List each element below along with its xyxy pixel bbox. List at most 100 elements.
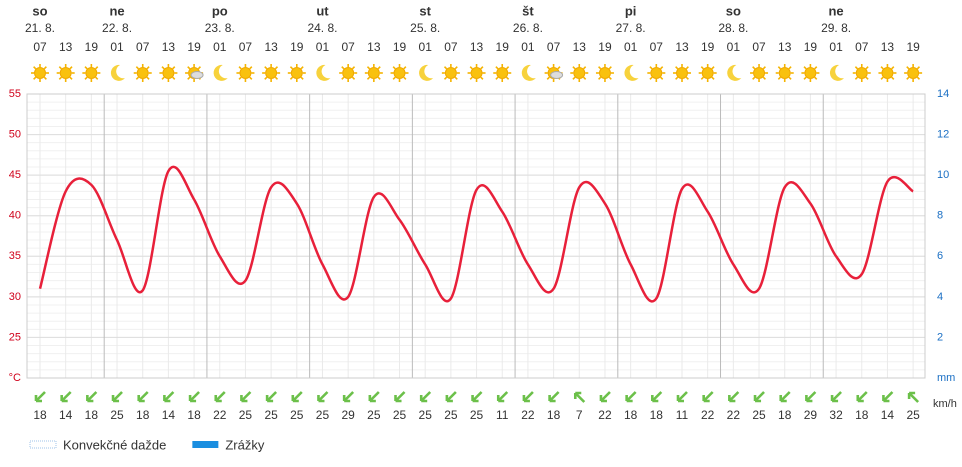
sun-ray — [366, 66, 371, 70]
day-name: ne — [828, 3, 843, 18]
wind-arrow — [779, 391, 791, 403]
weather-icon — [904, 64, 923, 82]
wind-speed: 14 — [59, 408, 73, 422]
wind-speed: 25 — [393, 408, 407, 422]
sun-ray — [480, 76, 484, 80]
sun-ray — [351, 66, 356, 70]
moon — [213, 64, 228, 81]
sun — [290, 67, 303, 79]
y-tick-label: 35 — [9, 250, 21, 262]
sun-ray — [582, 76, 587, 80]
sun-ray — [197, 66, 202, 70]
plot-frame — [26, 93, 926, 379]
sun — [496, 67, 509, 79]
sun-ray — [289, 66, 294, 70]
sun-ray — [572, 76, 576, 80]
day-date: 26. 8. — [513, 21, 543, 35]
sun-ray — [161, 76, 165, 80]
wind-arrow — [163, 391, 175, 403]
sun-ray — [392, 76, 396, 80]
sun — [676, 67, 688, 79]
y2-tick-label: 8 — [937, 210, 943, 222]
sun-ray — [443, 76, 448, 80]
wind-speed: 22 — [701, 408, 715, 422]
sun-ray — [289, 76, 294, 80]
sun-ray — [788, 66, 792, 70]
wind-arrow — [496, 391, 509, 403]
sun-ray — [906, 76, 910, 80]
sun-ray — [264, 76, 268, 80]
wind-arrow — [111, 391, 123, 403]
wind-arrow — [907, 391, 920, 403]
hour-label: 19 — [804, 40, 818, 54]
y-tick-label: 45 — [9, 169, 21, 181]
sun-ray — [685, 76, 689, 80]
weather-icon — [262, 64, 281, 82]
sun-ray — [865, 66, 869, 70]
sun-ray — [495, 76, 499, 80]
hour-label: 13 — [264, 40, 278, 54]
weather-icon — [647, 64, 666, 82]
sun-ray — [762, 76, 766, 80]
sun — [367, 67, 380, 79]
weather-icon — [31, 64, 49, 82]
legend-swatch — [192, 441, 219, 448]
wind-arrow — [86, 391, 98, 403]
hour-label: 13 — [367, 40, 381, 54]
y2-tick-label: mm — [937, 372, 955, 384]
wind-arrow — [137, 391, 149, 403]
wind-arrow — [342, 391, 355, 403]
hour-label: 13 — [675, 40, 689, 54]
weather-icon — [750, 64, 769, 82]
weather-icon — [698, 64, 717, 82]
wind-arrow — [445, 391, 457, 403]
wind-arrow — [548, 391, 560, 403]
sun — [881, 67, 894, 79]
day-date: 27. 8. — [616, 21, 646, 35]
sun-ray — [187, 76, 191, 80]
y-tick-label: 55 — [9, 88, 21, 100]
weather-icon — [775, 64, 794, 82]
day-date: 28. 8. — [718, 21, 748, 35]
sun-ray — [854, 66, 859, 70]
wind-arrow — [728, 391, 740, 403]
wind-arrow — [522, 391, 534, 403]
sun-ray — [443, 66, 448, 70]
wind-speed: 11 — [496, 408, 509, 422]
sun-ray — [803, 76, 807, 80]
sun-ray — [880, 66, 884, 70]
wind-speed: 29 — [341, 408, 355, 422]
moon — [316, 64, 331, 81]
day-date: 22. 8. — [102, 21, 132, 35]
day-name: so — [726, 3, 741, 18]
hour-label: 01 — [521, 40, 535, 54]
hour-label: 07 — [547, 40, 561, 54]
sun-ray — [187, 66, 191, 70]
sun — [265, 67, 278, 79]
weather-icon — [521, 64, 536, 81]
sun-ray — [135, 76, 140, 80]
weather-icon — [133, 64, 152, 82]
day-name: st — [419, 3, 431, 18]
sun-ray — [752, 66, 756, 70]
wind-speed: 18 — [136, 408, 150, 422]
hour-label: 07 — [855, 40, 869, 54]
sun — [34, 67, 46, 79]
weather-icon — [852, 64, 871, 82]
sun-ray — [95, 66, 99, 70]
hour-label: 13 — [470, 40, 484, 54]
hour-label: 19 — [598, 40, 612, 54]
day-name: št — [522, 3, 534, 18]
wind-speed: 25 — [906, 408, 920, 422]
sun-ray — [238, 66, 242, 70]
wind-arrow — [265, 391, 278, 403]
wind-speed: 18 — [85, 408, 99, 422]
sun-ray — [249, 76, 253, 80]
hour-label: 01 — [316, 40, 330, 54]
day-name: pi — [625, 3, 637, 18]
hour-label: 01 — [727, 40, 741, 54]
sun-ray — [238, 76, 242, 80]
sun-ray — [264, 66, 268, 70]
sun-ray — [546, 76, 550, 80]
wind-speed: 18 — [778, 408, 792, 422]
